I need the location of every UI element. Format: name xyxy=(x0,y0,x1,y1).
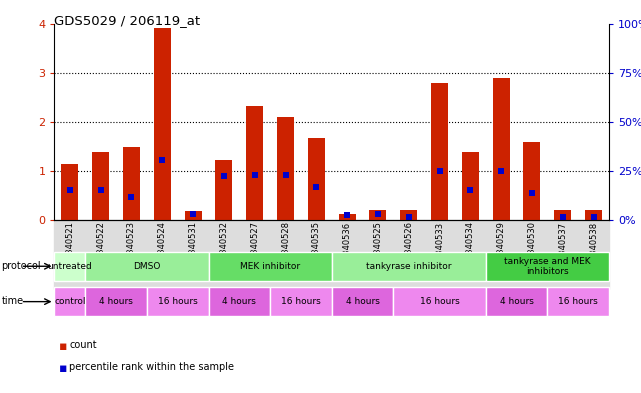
Bar xyxy=(554,210,571,220)
Text: count: count xyxy=(69,340,97,350)
Bar xyxy=(400,210,417,220)
Text: GDS5029 / 206119_at: GDS5029 / 206119_at xyxy=(54,14,201,27)
Bar xyxy=(547,220,578,289)
Bar xyxy=(308,138,325,220)
Text: ▪: ▪ xyxy=(59,362,67,375)
Bar xyxy=(524,143,540,220)
Bar xyxy=(578,220,609,289)
Text: 16 hours: 16 hours xyxy=(558,297,598,306)
Bar xyxy=(208,252,332,281)
Bar xyxy=(178,220,208,289)
Text: 16 hours: 16 hours xyxy=(420,297,460,306)
Bar xyxy=(54,252,85,281)
Bar xyxy=(462,152,479,220)
Bar xyxy=(62,163,78,220)
Bar xyxy=(54,220,85,289)
Bar xyxy=(394,287,486,316)
Text: protocol: protocol xyxy=(1,261,41,271)
Bar xyxy=(486,220,517,289)
Bar xyxy=(123,147,140,220)
Bar xyxy=(239,220,270,289)
Text: time: time xyxy=(1,296,24,307)
Bar xyxy=(116,220,147,289)
Bar xyxy=(547,287,609,316)
Text: tankyrase inhibitor: tankyrase inhibitor xyxy=(366,262,451,271)
Text: 16 hours: 16 hours xyxy=(158,297,197,306)
Bar xyxy=(147,287,208,316)
Bar xyxy=(431,83,448,220)
Bar xyxy=(486,252,609,281)
Text: 4 hours: 4 hours xyxy=(499,297,533,306)
Text: untreated: untreated xyxy=(47,262,92,271)
Text: 4 hours: 4 hours xyxy=(345,297,379,306)
Bar xyxy=(301,220,332,289)
Bar xyxy=(246,106,263,220)
Text: percentile rank within the sample: percentile rank within the sample xyxy=(69,362,234,371)
Bar xyxy=(85,287,147,316)
Bar xyxy=(424,220,455,289)
Bar xyxy=(208,287,270,316)
Bar xyxy=(154,29,171,220)
Text: 4 hours: 4 hours xyxy=(99,297,133,306)
Bar xyxy=(369,210,387,220)
Bar xyxy=(493,78,510,220)
Bar xyxy=(270,220,301,289)
Bar xyxy=(208,220,239,289)
Bar xyxy=(332,287,394,316)
Text: DMSO: DMSO xyxy=(133,262,161,271)
Bar xyxy=(85,220,116,289)
Bar xyxy=(215,160,233,220)
Bar xyxy=(85,252,208,281)
Bar xyxy=(332,252,486,281)
Bar xyxy=(185,211,201,220)
Text: control: control xyxy=(54,297,86,306)
Bar xyxy=(332,220,363,289)
Text: 16 hours: 16 hours xyxy=(281,297,320,306)
Bar xyxy=(54,287,85,316)
Bar xyxy=(394,220,424,289)
Bar xyxy=(277,117,294,220)
Bar xyxy=(517,220,547,289)
Text: 4 hours: 4 hours xyxy=(222,297,256,306)
Bar xyxy=(486,287,547,316)
Bar xyxy=(363,220,394,289)
Text: tankyrase and MEK
inhibitors: tankyrase and MEK inhibitors xyxy=(504,257,590,276)
Bar xyxy=(270,287,332,316)
Bar xyxy=(585,210,602,220)
Bar xyxy=(147,220,178,289)
Text: ▪: ▪ xyxy=(59,340,67,353)
Bar xyxy=(92,152,109,220)
Bar xyxy=(455,220,486,289)
Text: MEK inhibitor: MEK inhibitor xyxy=(240,262,300,271)
Bar xyxy=(338,214,356,220)
